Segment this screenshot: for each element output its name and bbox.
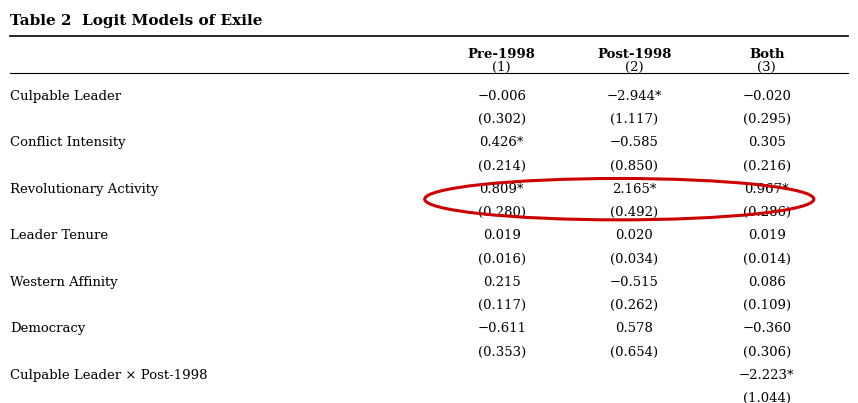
Text: Western Affinity: Western Affinity [10,276,118,289]
Text: (1.117): (1.117) [610,113,658,126]
Text: Leader Tenure: Leader Tenure [10,229,108,242]
Text: (2): (2) [625,61,644,74]
Text: (0.014): (0.014) [743,253,791,266]
Text: (0.492): (0.492) [610,206,658,219]
Text: −0.006: −0.006 [477,90,526,103]
Text: Table 2  Logit Models of Exile: Table 2 Logit Models of Exile [10,14,263,28]
Text: 0.809*: 0.809* [480,183,524,196]
Text: Conflict Intensity: Conflict Intensity [10,136,125,150]
Text: Post-1998: Post-1998 [597,48,672,60]
Text: −0.585: −0.585 [610,136,659,150]
Text: 2.165*: 2.165* [612,183,656,196]
Text: −0.611: −0.611 [477,322,526,335]
Text: 0.426*: 0.426* [480,136,524,150]
Text: −2.944*: −2.944* [607,90,662,103]
Text: (0.016): (0.016) [478,253,526,266]
Text: (0.117): (0.117) [478,299,526,312]
Text: (0.109): (0.109) [743,299,791,312]
Text: −0.020: −0.020 [742,90,791,103]
Text: 0.305: 0.305 [748,136,786,150]
Text: −0.515: −0.515 [610,276,659,289]
Text: 0.019: 0.019 [748,229,786,242]
Text: (1.044): (1.044) [743,392,791,403]
Text: (3): (3) [758,61,776,74]
Text: (0.302): (0.302) [478,113,526,126]
Text: 0.020: 0.020 [615,229,653,242]
Text: Pre-1998: Pre-1998 [468,48,535,60]
Text: (0.654): (0.654) [610,346,658,359]
Text: −2.223*: −2.223* [739,369,795,382]
Text: (0.306): (0.306) [743,346,791,359]
Text: Revolutionary Activity: Revolutionary Activity [10,183,159,196]
Text: (0.034): (0.034) [610,253,658,266]
Text: (0.353): (0.353) [478,346,526,359]
Text: Both: Both [749,48,784,60]
Text: (1): (1) [492,61,511,74]
Text: Culpable Leader × Post-1998: Culpable Leader × Post-1998 [10,369,208,382]
Text: −0.360: −0.360 [742,322,791,335]
Text: (0.280): (0.280) [478,206,526,219]
Text: (0.262): (0.262) [610,299,658,312]
Text: Democracy: Democracy [10,322,85,335]
Text: (0.295): (0.295) [743,113,791,126]
Text: (0.286): (0.286) [743,206,791,219]
Text: (0.850): (0.850) [610,160,658,172]
Text: (0.216): (0.216) [743,160,791,172]
Text: 0.019: 0.019 [483,229,521,242]
Text: Culpable Leader: Culpable Leader [10,90,121,103]
Text: 0.967*: 0.967* [745,183,789,196]
Text: (0.214): (0.214) [478,160,526,172]
Text: 0.578: 0.578 [615,322,653,335]
Text: 0.215: 0.215 [483,276,521,289]
Text: 0.086: 0.086 [748,276,786,289]
